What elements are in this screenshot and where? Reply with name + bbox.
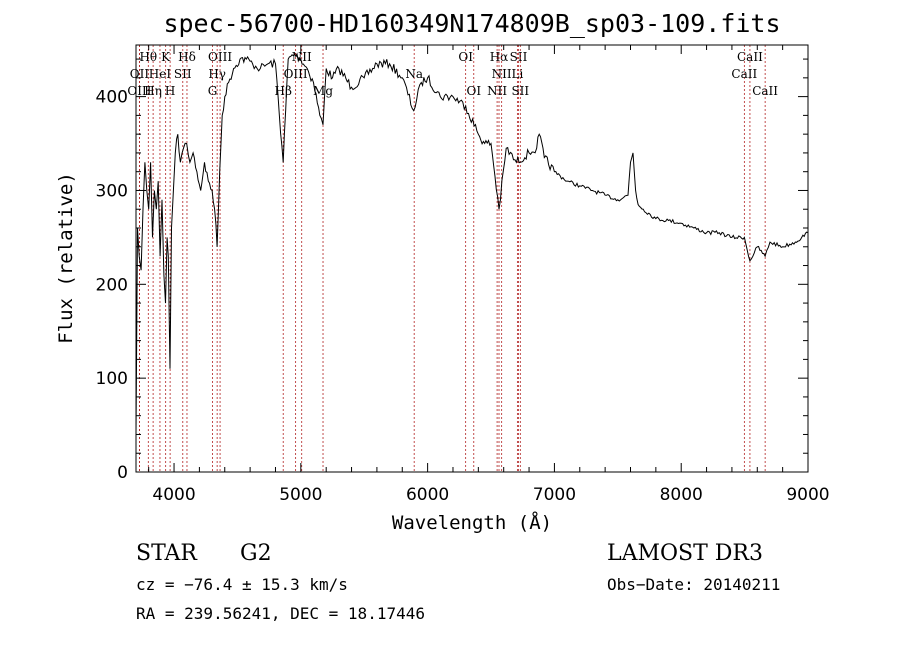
x-axis: 4000 5000 6000 7000 8000 9000 (148, 45, 830, 505)
line-marker-label: OI (466, 84, 481, 98)
line-marker-label: NII (487, 84, 507, 98)
line-marker-label: OI (458, 50, 473, 64)
line-marker-label: OIII (127, 84, 151, 98)
line-marker-label: G (208, 84, 218, 98)
line-marker-label: HeI (149, 67, 172, 81)
redshift-text: cz = −76.4 ± 15.3 km/s (136, 575, 348, 594)
spectral-subclass: G2 (240, 541, 272, 566)
obs-date: Obs−Date: 20140211 (607, 575, 780, 594)
survey-name: LAMOST DR3 (607, 541, 763, 566)
line-marker-label: H (165, 84, 175, 98)
line-marker-label: CaII (731, 67, 757, 81)
y-tick-label: 300 (96, 181, 128, 201)
line-marker-label: Mg (313, 84, 333, 98)
coordinates-text: RA = 239.56241, DEC = 18.17446 (136, 604, 425, 623)
line-marker-label: NII (492, 67, 512, 81)
line-marker-label: OIII (208, 50, 232, 64)
x-tick-label: 4000 (152, 485, 195, 505)
line-marker-label: Na (405, 67, 423, 81)
x-tick-label: 5000 (279, 485, 322, 505)
line-marker-label: SII (174, 67, 192, 81)
line-marker-label: Hη (144, 84, 162, 98)
line-marker-label: Li (511, 67, 523, 81)
line-marker-label: K (161, 50, 171, 64)
plot-frame (135, 44, 809, 473)
y-tick-label: 0 (117, 463, 128, 483)
spectrum-plot (135, 52, 809, 435)
line-marker-label: SII (511, 84, 529, 98)
line-marker-label: Hθ (139, 50, 157, 64)
object-class: STAR (136, 541, 198, 566)
y-tick-label: 200 (96, 275, 128, 295)
x-tick-label: 6000 (406, 485, 449, 505)
line-marker-label: Hδ (178, 50, 196, 64)
y-tick-label: 400 (96, 88, 128, 108)
line-marker-label: Hγ (208, 67, 226, 81)
line-marker-label: SII (510, 50, 528, 64)
chart-title: spec-56700-HD160349N174809B_sp03-109.fit… (163, 9, 780, 38)
line-marker-label: Hα (490, 50, 509, 64)
x-axis-label: Wavelength (Å) (392, 511, 552, 534)
line-marker-label: Hβ (275, 84, 292, 98)
x-tick-label: 9000 (786, 485, 829, 505)
line-marker-label: OIII (284, 67, 308, 81)
x-tick-label: 7000 (533, 485, 576, 505)
x-tick-label: 8000 (660, 485, 703, 505)
y-axis: 0 100 200 300 400 (96, 58, 808, 483)
line-marker-label: CaII (752, 84, 778, 98)
y-axis-label: Flux (relative) (55, 172, 77, 344)
y-tick-label: 100 (96, 369, 128, 389)
line-marker-label: CaII (737, 50, 763, 64)
spectrum-series-line (135, 52, 809, 435)
